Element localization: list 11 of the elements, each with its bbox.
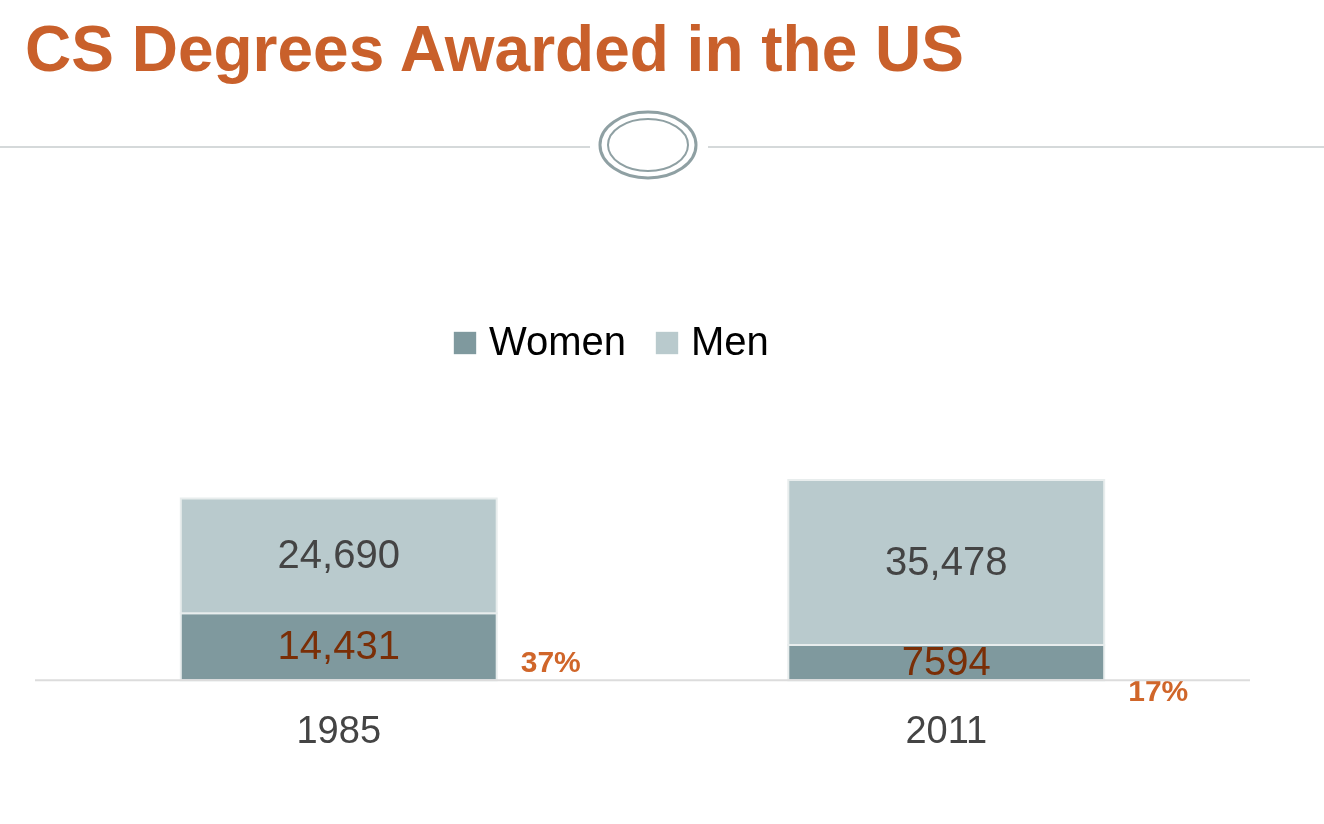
data-label: 24,690 (277, 531, 400, 576)
x-tick-label: 2011 (905, 708, 988, 751)
legend-label: Women (489, 319, 627, 363)
annotation: 37% (520, 644, 581, 678)
data-label: 14,431 (277, 622, 400, 667)
data-label: 7594 (901, 638, 991, 683)
annotation: 17% (1128, 674, 1189, 707)
legend-label: Men (691, 319, 769, 363)
chart-title: CS Degrees Awarded in the US (25, 12, 964, 86)
data-label: 35,478 (885, 538, 1008, 583)
x-tick-label: 1985 (296, 708, 382, 751)
